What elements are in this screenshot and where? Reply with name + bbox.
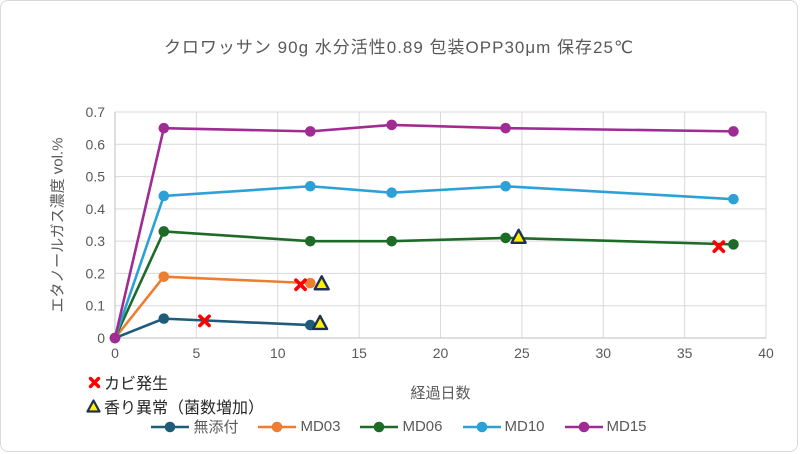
legend-label: MD03 <box>300 418 341 435</box>
x-tick-label: 5 <box>192 345 200 361</box>
legend-marker-icon <box>360 421 399 432</box>
y-tick-label: 0.4 <box>86 201 106 217</box>
legend-item-MD10: MD10 <box>462 418 545 435</box>
series-line-MD10 <box>113 184 734 339</box>
x-tick-label: 0 <box>111 345 119 361</box>
annotation-odor-label: 香り異常（菌数増加） <box>104 400 265 417</box>
data-point-MD10 <box>386 187 397 199</box>
odor-triangle-marker <box>510 228 527 244</box>
data-point-MD06 <box>305 235 316 247</box>
annotation-odor: 香り異常（菌数増加） <box>86 394 264 418</box>
x-cross-marker-icon <box>88 376 101 388</box>
x-tick-label: 25 <box>514 345 530 361</box>
x-tick-label: 35 <box>677 345 693 361</box>
data-point-MD03 <box>158 271 170 282</box>
series-line-無添付 <box>114 317 311 340</box>
x-tick-label: 10 <box>270 345 286 361</box>
legend-item-無添付: 無添付 <box>151 416 238 437</box>
series-line-MD06 <box>113 230 734 339</box>
data-point-MD10 <box>728 193 739 205</box>
y-tick-label: 0.2 <box>86 265 106 281</box>
data-point-MD06 <box>386 235 397 247</box>
legend-marker-icon <box>462 421 501 432</box>
data-point-無添付 <box>158 313 170 324</box>
series-line-MD15 <box>113 123 734 339</box>
y-tick-label: 0.7 <box>86 104 106 120</box>
data-point-MD10 <box>305 180 316 192</box>
legend-marker-icon <box>151 421 190 432</box>
mold-x-marker <box>294 278 307 292</box>
legend-label: MD10 <box>504 418 545 435</box>
legend-item-MD03: MD03 <box>258 418 340 435</box>
annotation-mold-label: カビ発生 <box>104 376 169 393</box>
data-point-MD06 <box>158 226 170 237</box>
legend-marker-icon <box>564 421 603 432</box>
mold-x-marker <box>712 240 726 254</box>
y-tick-label: 0 <box>97 330 105 346</box>
data-point-MD15 <box>386 119 397 131</box>
legend-marker-icon <box>258 421 297 432</box>
data-point-MD06 <box>728 239 739 250</box>
y-tick-label: 0.3 <box>86 233 106 249</box>
data-point-MD15 <box>728 126 739 137</box>
data-point-MD15 <box>305 126 316 137</box>
x-axis-title: 経過日数 <box>410 385 471 402</box>
series-line-MD03 <box>113 275 311 339</box>
y-tick-label: 0.6 <box>86 136 106 152</box>
legend-label: MD06 <box>402 418 443 435</box>
legend-label: 無添付 <box>193 419 239 436</box>
y-tick-label: 0.1 <box>86 298 106 314</box>
legend-label: MD15 <box>606 418 647 435</box>
annotation-mold: カビ発生 <box>88 370 168 394</box>
data-point-MD10 <box>158 190 170 202</box>
odor-triangle-marker <box>313 275 330 291</box>
legend-item-MD06: MD06 <box>360 418 443 435</box>
x-tick-label: 40 <box>758 345 774 361</box>
data-point-MD15 <box>158 122 170 134</box>
legend: 無添付 MD03 MD06 MD10 MD15 <box>1 416 797 437</box>
mold-x-marker <box>198 314 211 328</box>
x-tick-label: 15 <box>351 345 367 361</box>
x-tick-label: 30 <box>595 345 611 361</box>
data-point-MD10 <box>500 180 511 192</box>
legend-item-MD15: MD15 <box>564 418 647 435</box>
data-point-MD06 <box>500 232 511 244</box>
triangle-marker-icon <box>86 399 101 413</box>
odor-triangle-marker <box>311 314 329 331</box>
data-point-MD03 <box>305 277 316 289</box>
chart-title: クロワッサン 90g 水分活性0.89 包装OPP30μm 保存25℃ <box>163 38 635 57</box>
y-tick-label: 0.5 <box>86 169 106 185</box>
data-point-MD15 <box>109 332 121 344</box>
x-tick-label: 20 <box>433 345 449 361</box>
data-point-MD15 <box>500 122 511 134</box>
